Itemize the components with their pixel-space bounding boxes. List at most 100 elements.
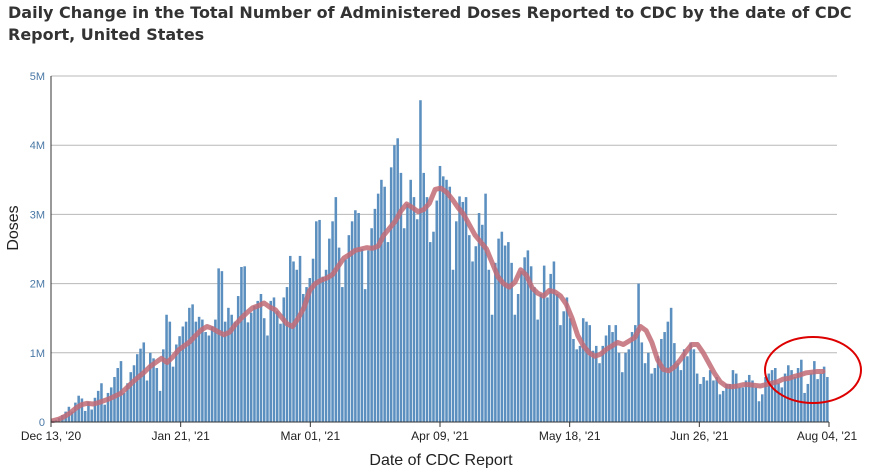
bar xyxy=(321,276,325,422)
bar xyxy=(308,278,312,422)
bar xyxy=(692,349,696,422)
bar xyxy=(409,179,412,422)
bar xyxy=(761,394,764,422)
bar xyxy=(318,219,321,422)
bar xyxy=(774,368,777,422)
bar xyxy=(770,370,774,422)
x-axis-title: Date of CDC Report xyxy=(369,452,513,468)
bar xyxy=(503,245,507,422)
bar xyxy=(585,321,588,422)
bar xyxy=(132,365,136,422)
bar xyxy=(93,397,97,422)
bar xyxy=(559,325,562,422)
bar xyxy=(477,213,481,422)
bar xyxy=(393,145,396,422)
bar xyxy=(194,321,198,422)
bar xyxy=(438,165,442,422)
bar xyxy=(383,186,386,422)
y-tick-label: 4M xyxy=(30,140,45,152)
bar xyxy=(399,172,403,422)
bar xyxy=(487,269,491,422)
bar xyxy=(126,383,129,422)
bar xyxy=(240,266,243,422)
bar xyxy=(90,409,93,422)
bar xyxy=(396,138,399,422)
bar xyxy=(510,262,513,422)
bar xyxy=(757,401,761,422)
bar xyxy=(344,259,347,422)
bar xyxy=(715,377,718,422)
bar xyxy=(624,352,627,422)
bar xyxy=(292,261,295,422)
bar xyxy=(471,261,474,422)
bar xyxy=(660,338,663,422)
bar xyxy=(731,370,735,422)
bar xyxy=(305,287,308,422)
bar xyxy=(500,231,504,422)
bar xyxy=(637,283,640,422)
bar xyxy=(777,383,780,422)
bar xyxy=(386,242,390,422)
bar xyxy=(80,398,84,422)
bar xyxy=(507,242,510,422)
bar xyxy=(428,242,432,422)
bar xyxy=(458,196,461,422)
bar xyxy=(139,348,142,422)
bar xyxy=(800,359,803,422)
bar xyxy=(464,197,468,422)
bar xyxy=(432,231,435,422)
bar xyxy=(529,266,533,422)
bar xyxy=(539,293,543,422)
bar xyxy=(594,345,598,422)
bar xyxy=(712,380,715,422)
bar xyxy=(780,387,784,422)
bar xyxy=(113,377,116,422)
bar xyxy=(689,342,692,422)
x-tick-label: Jan 21, '21 xyxy=(151,429,210,443)
bar xyxy=(135,354,139,422)
bar xyxy=(152,358,155,422)
bar xyxy=(373,208,377,422)
bar xyxy=(630,332,634,422)
y-tick-label: 0 xyxy=(39,417,45,429)
bar xyxy=(699,383,702,422)
bar xyxy=(168,321,172,422)
bar xyxy=(490,314,494,422)
bar xyxy=(315,221,318,422)
bar xyxy=(419,100,422,422)
bar xyxy=(533,287,536,422)
bar xyxy=(767,373,771,422)
bar xyxy=(435,200,439,422)
bar xyxy=(747,374,751,422)
bar xyxy=(448,186,452,422)
bar xyxy=(347,235,351,422)
bar xyxy=(363,289,367,422)
bar xyxy=(223,321,227,422)
bar xyxy=(122,392,126,422)
x-tick-label: Dec 13, '20 xyxy=(21,429,82,443)
bar xyxy=(178,336,181,422)
bar xyxy=(207,335,211,422)
bar xyxy=(181,326,185,422)
y-tick-label: 2M xyxy=(30,279,45,291)
bar xyxy=(129,372,133,422)
bar xyxy=(653,368,657,422)
bar xyxy=(74,402,77,422)
bar xyxy=(83,410,87,422)
bar xyxy=(575,349,578,422)
bar xyxy=(236,296,240,422)
bar xyxy=(816,379,819,422)
bar xyxy=(282,297,286,422)
bar xyxy=(158,390,162,422)
bar xyxy=(621,372,624,422)
bar xyxy=(341,287,344,422)
bar xyxy=(669,307,673,422)
bar xyxy=(415,219,419,422)
bar xyxy=(627,349,631,422)
bar xyxy=(721,390,725,422)
bar xyxy=(764,377,767,422)
bar xyxy=(481,224,484,422)
bar xyxy=(673,343,676,422)
bar xyxy=(611,332,614,422)
bar xyxy=(367,250,370,422)
